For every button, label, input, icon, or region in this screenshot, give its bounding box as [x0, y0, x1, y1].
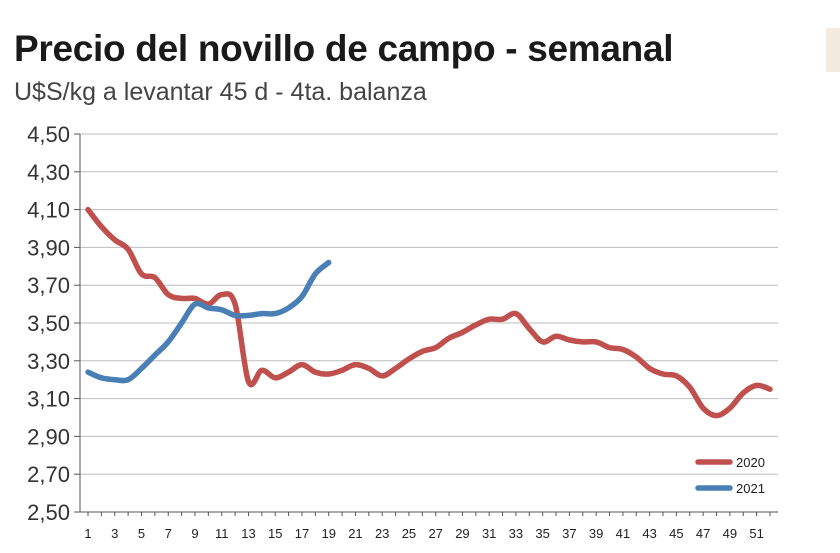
x-tick-label: 25 — [402, 526, 416, 541]
x-tick-label: 11 — [215, 526, 229, 541]
y-tick-label: 3,10 — [27, 387, 70, 412]
y-tick-label: 3,30 — [27, 349, 70, 374]
x-tick-label: 5 — [138, 526, 145, 541]
y-tick-label: 4,50 — [27, 122, 70, 147]
x-tick-label: 33 — [509, 526, 523, 541]
y-tick-label: 2,70 — [27, 462, 70, 487]
series-lines — [85, 206, 773, 419]
y-tick-label: 3,50 — [27, 311, 70, 336]
x-tick-label: 3 — [111, 526, 118, 541]
gridlines — [74, 133, 778, 513]
x-tick-label: 27 — [428, 526, 442, 541]
x-tick-label: 43 — [642, 526, 656, 541]
y-axis-ticks: 4,50 4,30 4,10 3,90 3,70 3,50 3,30 3,10 2,90 2,70… — [27, 122, 70, 525]
legend-label-2021: 2021 — [736, 481, 765, 496]
x-tick-label: 47 — [696, 526, 710, 541]
x-tick-label: 37 — [562, 526, 576, 541]
x-axis-ticks: 1 3 5 7 9 11 13 15 17 19 21 23 25 27 29 31 33 35 37 39 41 43 4… — [84, 512, 771, 541]
series-line-2021 — [85, 259, 332, 384]
y-tick-label: 4,30 — [27, 160, 70, 185]
x-tick-label: 19 — [321, 526, 335, 541]
x-tick-label: 39 — [589, 526, 603, 541]
x-tick-label: 35 — [535, 526, 549, 541]
legend: 2020 2021 — [695, 455, 765, 496]
chart-subtitle: U$S/kg a levantar 45 d - 4ta. balanza — [14, 78, 427, 106]
x-tick-label: 1 — [84, 526, 91, 541]
x-tick-label: 41 — [616, 526, 630, 541]
y-tick-label: 4,10 — [27, 198, 70, 223]
y-tick-label: 3,70 — [27, 273, 70, 298]
x-tick-label: 13 — [241, 526, 255, 541]
x-tick-label: 15 — [268, 526, 282, 541]
x-tick-label: 51 — [749, 526, 763, 541]
corner-decoration — [826, 28, 840, 72]
legend-label-2020: 2020 — [736, 455, 765, 470]
x-tick-label: 7 — [165, 526, 172, 541]
x-tick-label: 9 — [191, 526, 198, 541]
x-tick-label: 17 — [295, 526, 309, 541]
x-tick-label: 49 — [723, 526, 737, 541]
chart-title: Precio del novillo de campo - semanal — [14, 28, 674, 69]
y-tick-label: 3,90 — [27, 235, 70, 260]
x-tick-label: 29 — [455, 526, 469, 541]
y-tick-label: 2,90 — [27, 424, 70, 449]
x-tick-label: 21 — [348, 526, 362, 541]
x-tick-label: 45 — [669, 526, 683, 541]
x-tick-label: 23 — [375, 526, 389, 541]
y-tick-label: 2,50 — [27, 500, 70, 525]
x-tick-label: 31 — [482, 526, 496, 541]
